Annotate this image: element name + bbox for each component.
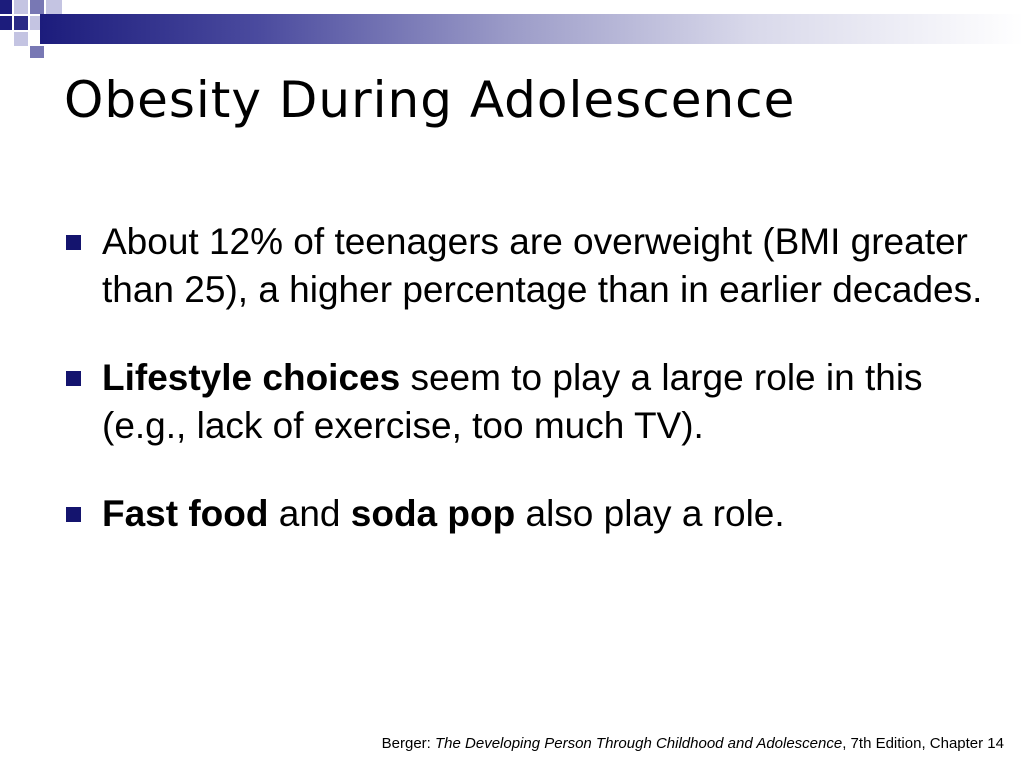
- bullet-bold-text: soda pop: [350, 493, 516, 534]
- citation-author: Berger:: [381, 735, 435, 752]
- bullet-text: also play a role.: [515, 493, 785, 534]
- decor-square: [30, 46, 44, 58]
- bullet-text: About 12% of teenagers are overweight (B…: [102, 221, 983, 310]
- square-bullet-icon: [66, 507, 81, 522]
- bullet-item-overweight: About 12% of teenagers are overweight (B…: [62, 218, 992, 314]
- header-gradient-band: [40, 14, 1024, 44]
- square-bullet-icon: [66, 235, 81, 250]
- square-bullet-icon: [66, 371, 81, 386]
- bullet-text: seem to play a large role in this (e.g.,…: [102, 357, 923, 446]
- decor-square: [14, 0, 28, 14]
- decor-square: [14, 16, 28, 30]
- citation-edition: , 7th Edition, Chapter 14: [842, 735, 1004, 752]
- bullet-bold-text: Lifestyle choices: [102, 357, 401, 398]
- citation-book-title: The Developing Person Through Childhood …: [435, 735, 843, 752]
- decor-square: [30, 16, 40, 30]
- decor-square: [46, 0, 62, 14]
- citation-footer: Berger: The Developing Person Through Ch…: [382, 735, 1004, 752]
- bullet-bold-text: Fast food: [102, 493, 269, 534]
- bullet-item-lifestyle: Lifestyle choices seem to play a large r…: [62, 354, 992, 450]
- slide-title: Obesity During Adolescence: [64, 71, 796, 129]
- bullet-list: About 12% of teenagers are overweight (B…: [62, 218, 992, 538]
- decor-square: [30, 0, 44, 14]
- decor-square: [14, 32, 28, 46]
- bullet-text: and: [268, 493, 351, 534]
- decor-square: [0, 0, 12, 14]
- decor-square: [0, 16, 12, 30]
- bullet-item-fast-food: Fast food and soda pop also play a role.: [62, 490, 992, 538]
